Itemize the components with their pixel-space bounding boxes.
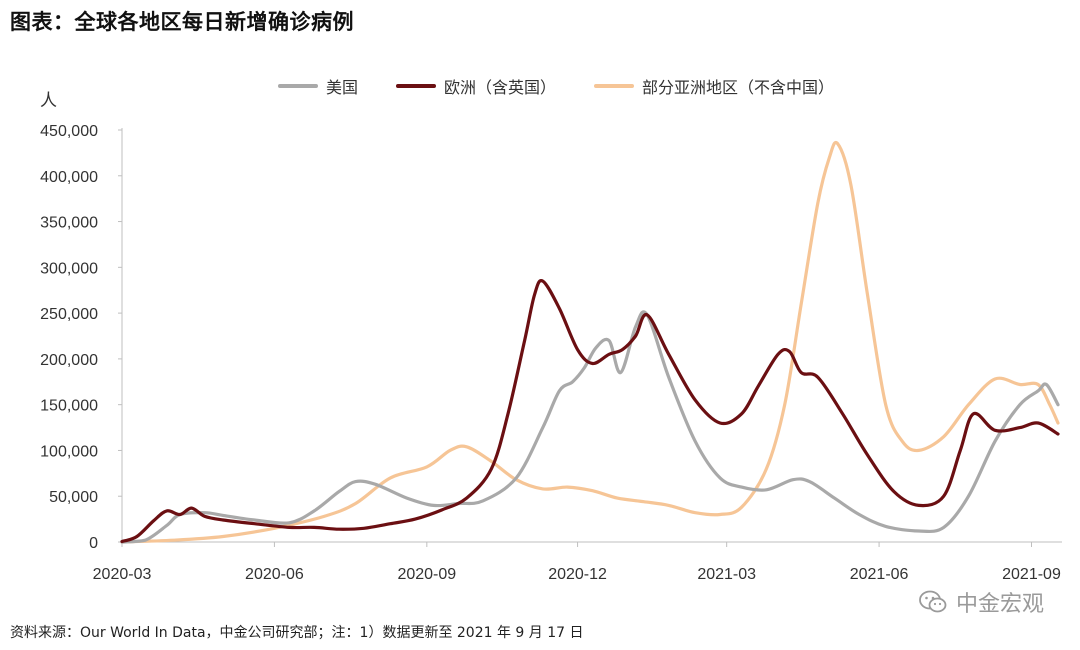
legend-swatch-europe — [396, 84, 437, 88]
y-tick-label: 400,000 — [40, 169, 98, 186]
x-tick-label: 2020-06 — [245, 566, 304, 583]
wechat-icon — [919, 590, 947, 613]
watermark-text: 中金宏观 — [955, 592, 1044, 617]
y-tick-label: 250,000 — [40, 306, 98, 323]
x-tick-label: 2021-06 — [850, 566, 909, 583]
chart-series — [120, 140, 1060, 544]
legend-item-usa: 美国 — [278, 74, 358, 98]
legend-label-usa: 美国 — [326, 78, 359, 97]
watermark: 中金宏观 — [918, 586, 1044, 618]
page-title: 图表：全球各地区每日新增确诊病例 — [10, 10, 354, 34]
legend-item-europe: 欧洲（含英国） — [396, 74, 556, 98]
y-tick-label: 0 — [89, 535, 98, 552]
x-tick-label: 2020-09 — [397, 566, 456, 583]
y-tick-label: 150,000 — [40, 398, 98, 415]
y-tick-label: 350,000 — [40, 215, 98, 232]
chart-axes: 0 50,000 100,000 150,000 200,000 250,000 300,0… — [40, 123, 1062, 583]
y-tick-label: 450,000 — [40, 123, 98, 140]
legend-label-europe: 欧洲（含英国） — [444, 78, 557, 97]
legend-swatch-asia — [594, 84, 635, 88]
x-tick-label: 2020-03 — [93, 566, 152, 583]
x-tick-label: 2020-12 — [548, 566, 607, 583]
series-line-europe — [120, 279, 1060, 544]
x-tick-label: 2021-03 — [697, 566, 756, 583]
y-tick-label: 200,000 — [40, 352, 98, 369]
legend-label-asia: 部分亚洲地区（不含中国） — [642, 78, 835, 97]
series-line-usa — [120, 310, 1060, 544]
legend-swatch-usa — [278, 84, 318, 88]
series-line-asia — [120, 140, 1060, 544]
y-tick-label: 50,000 — [49, 489, 98, 506]
y-tick-label: 100,000 — [40, 443, 98, 460]
y-tick-label: 300,000 — [40, 260, 98, 277]
x-tick-label: 2021-09 — [1002, 566, 1061, 583]
legend-item-asia: 部分亚洲地区（不含中国） — [594, 74, 834, 98]
chart-legend: 美国 欧洲（含英国） 部分亚洲地区（不含中国） — [278, 74, 834, 98]
source-note: 资料来源：Our World In Data，中金公司研究部；注：1）数据更新至… — [10, 625, 584, 641]
y-axis-unit: 人 — [40, 91, 57, 111]
line-chart: 0 50,000 100,000 150,000 200,000 250,000 300,0… — [40, 123, 1062, 583]
